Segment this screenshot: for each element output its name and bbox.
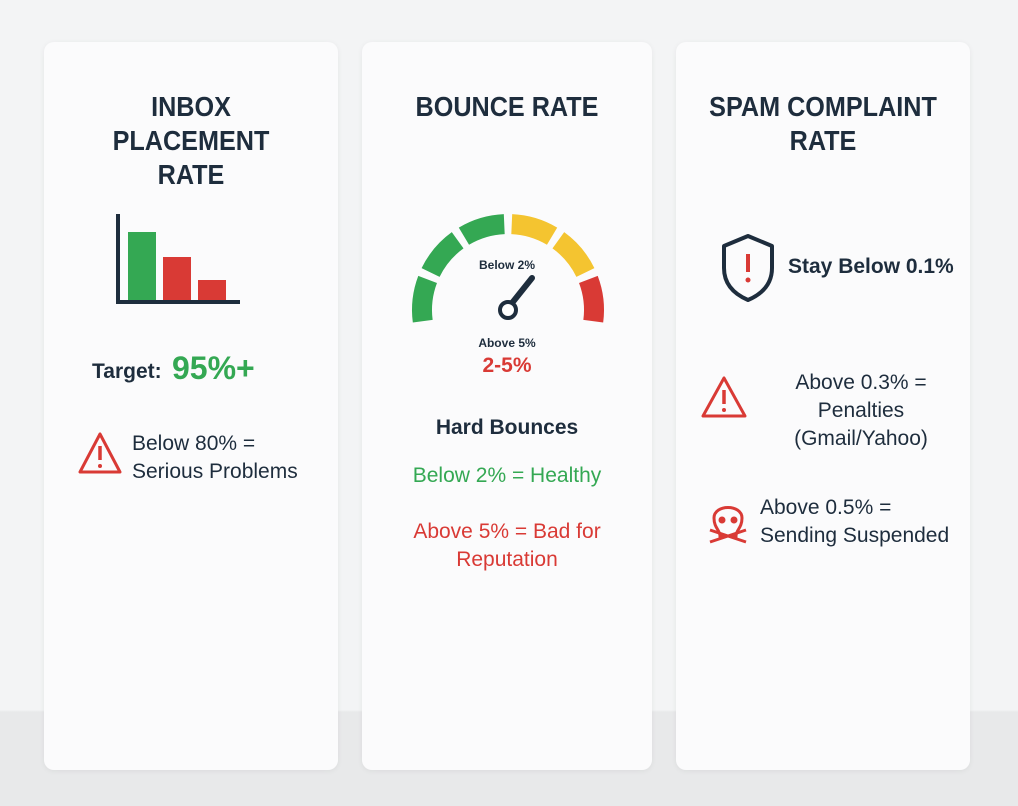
spam-item: Above 0.5% = Sending Suspended (760, 496, 950, 547)
good-text: Below 2% = Healthy (412, 464, 602, 487)
gauge (412, 214, 604, 323)
gauge-middle-label: 2-5% (482, 354, 532, 377)
target-label: Target: (92, 360, 162, 383)
gauge-segment (552, 232, 595, 278)
gauge-segment (421, 232, 464, 278)
subtitle: Hard Bounces (435, 416, 579, 439)
spam-item: Above 0.3% = Penalties (Gmail/Yahoo) (794, 371, 928, 450)
gauge-segment (510, 214, 558, 245)
bar-icon (78, 214, 240, 474)
card: BOUNCE RATE Below 2% Above 5% 2-5% Hard … (362, 42, 652, 770)
card-title: SPAM COMPLAINT RATE (709, 91, 937, 156)
card: INBOX PLACEMENT RATE Target: 95%+ Below … (44, 42, 338, 770)
gauge-segment (578, 275, 604, 323)
gauge-segment (412, 275, 438, 323)
warning: Below 80% = Serious Problems (132, 432, 298, 483)
target-value: 95%+ (172, 350, 255, 386)
card-title: INBOX PLACEMENT RATE (112, 91, 270, 190)
card: SPAM COMPLAINT RATE Stay Below 0.1% Abov… (676, 42, 970, 770)
gauge-segment (458, 214, 506, 245)
gauge-bottom-label: Above 5% (478, 336, 536, 350)
card-title: BOUNCE RATE (415, 91, 599, 122)
gauge-top-label: Below 2% (478, 258, 535, 272)
icons (701, 234, 774, 544)
spam-item: Stay Below 0.1% (788, 255, 954, 278)
bad-text: Above 5% = Bad for Reputation (413, 520, 601, 571)
